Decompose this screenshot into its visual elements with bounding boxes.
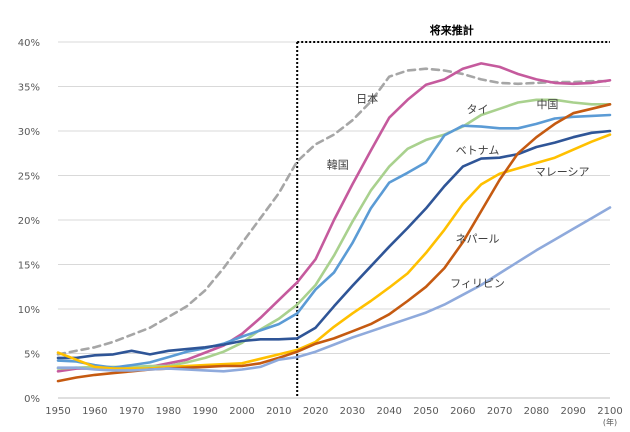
x-tick-label: 1970 (119, 406, 144, 417)
x-tick-label: 1950 (45, 406, 70, 417)
series-label-1: 韓国 (327, 158, 349, 171)
y-tick-labels: 0% 5% 10% 15% 20% 25% 30% 35% 40% (18, 38, 40, 405)
series-line-0 (56, 67, 612, 356)
x-tick-label: 2080 (524, 406, 549, 417)
series-line-3 (56, 113, 612, 370)
y-tick-label: 30% (18, 127, 40, 138)
x-tick-label: 2020 (303, 406, 328, 417)
grid-lines (58, 41, 610, 354)
x-tick-label: 2090 (560, 406, 585, 417)
series-line-1 (56, 62, 612, 373)
y-tick-label: 0% (24, 394, 40, 405)
y-tick-label: 5% (24, 350, 40, 361)
x-tick-label: 2040 (376, 406, 401, 417)
series-label-0: 日本 (356, 92, 378, 106)
series-label-7: フィリピン (450, 277, 505, 290)
series-label-5: マレーシア (535, 166, 590, 179)
series-label-4: ベトナム (456, 144, 500, 157)
y-tick-label: 40% (18, 38, 40, 49)
x-tick-labels: 1950 1960 1970 1980 1990 2000 2010 2020 2030 2040… (45, 406, 622, 417)
x-tick-label: 2010 (266, 406, 291, 417)
x-tick-label: 1960 (82, 406, 107, 417)
y-tick-label: 10% (18, 305, 40, 316)
projection-label: 将来推計 (430, 23, 474, 37)
x-tick-label: 2060 (450, 406, 475, 417)
series-line-2 (56, 98, 612, 370)
y-tick-label: 35% (18, 83, 40, 94)
x-tick-label: 2070 (487, 406, 512, 417)
y-tick-label: 20% (18, 216, 40, 227)
x-tick-label: 2050 (413, 406, 438, 417)
series-lines (56, 62, 612, 383)
y-tick-label: 25% (18, 172, 40, 183)
x-tick-label: 2100 (597, 406, 622, 417)
x-axis-unit: (年) (603, 417, 617, 427)
x-tick-label: 1990 (192, 406, 217, 417)
series-line-7 (56, 206, 612, 373)
series-label-2: タイ (467, 103, 489, 116)
series-label-6: ネパール (456, 232, 500, 245)
x-tick-label: 2000 (229, 406, 254, 417)
series-line-6 (56, 103, 612, 383)
y-tick-label: 15% (18, 261, 40, 272)
x-tick-label: 2030 (340, 406, 365, 417)
x-tick-label: 1980 (156, 406, 181, 417)
series-label-3: 中国 (536, 98, 558, 111)
